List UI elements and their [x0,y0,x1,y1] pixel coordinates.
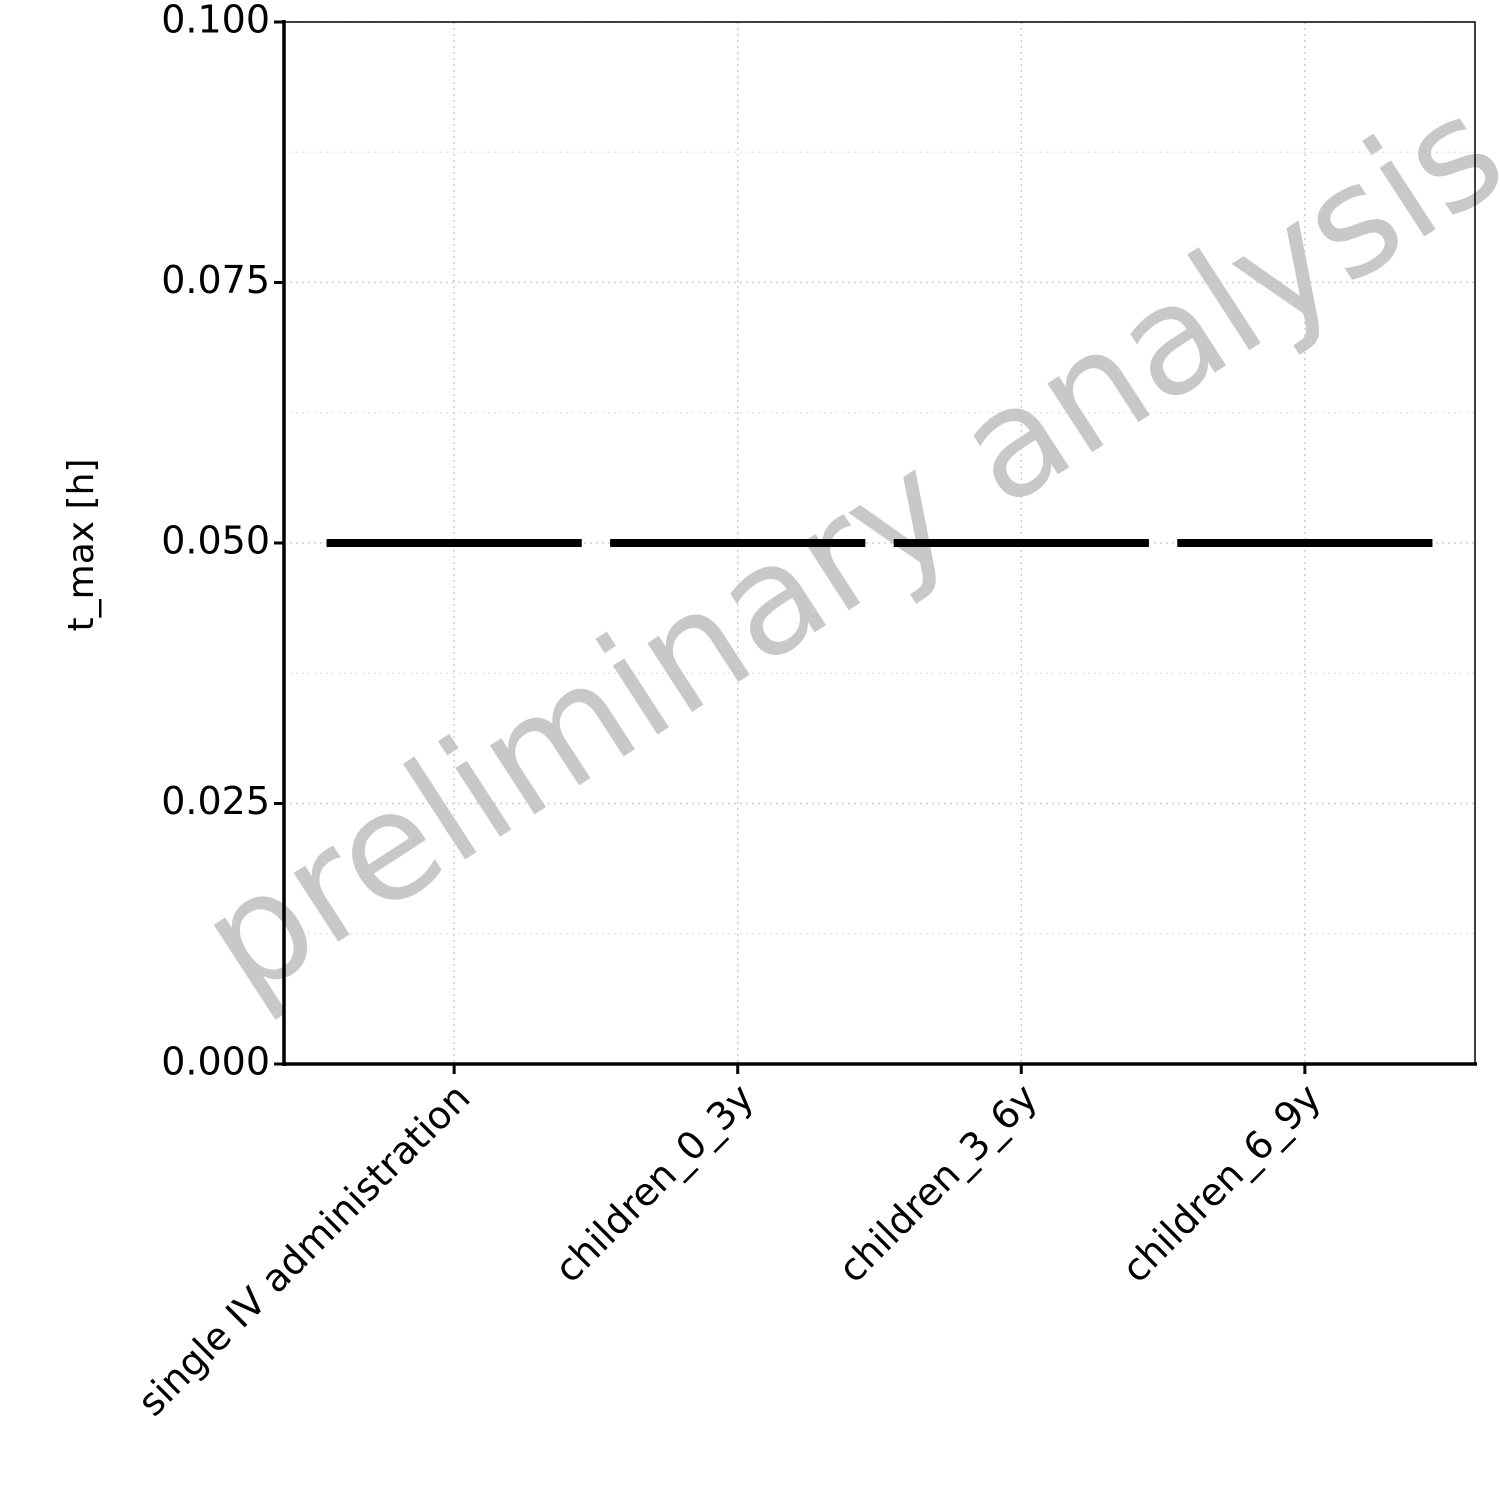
y-tick-label: 0.000 [161,1040,270,1084]
x-tick-label: children_6_9y [1113,1075,1329,1291]
x-tick-label: children_3_6y [830,1075,1046,1291]
watermark: preliminary analysis [172,63,1500,1031]
y-tick-label: 0.100 [161,0,270,42]
x-tick-label: single IV administration [129,1075,478,1424]
y-tick-label: 0.050 [161,519,270,563]
x-tick-label: children_0_3y [546,1075,762,1291]
y-tick-label: 0.025 [161,779,270,823]
y-axis-label: t_max [h] [61,459,102,632]
y-tick-label: 0.075 [161,258,270,302]
